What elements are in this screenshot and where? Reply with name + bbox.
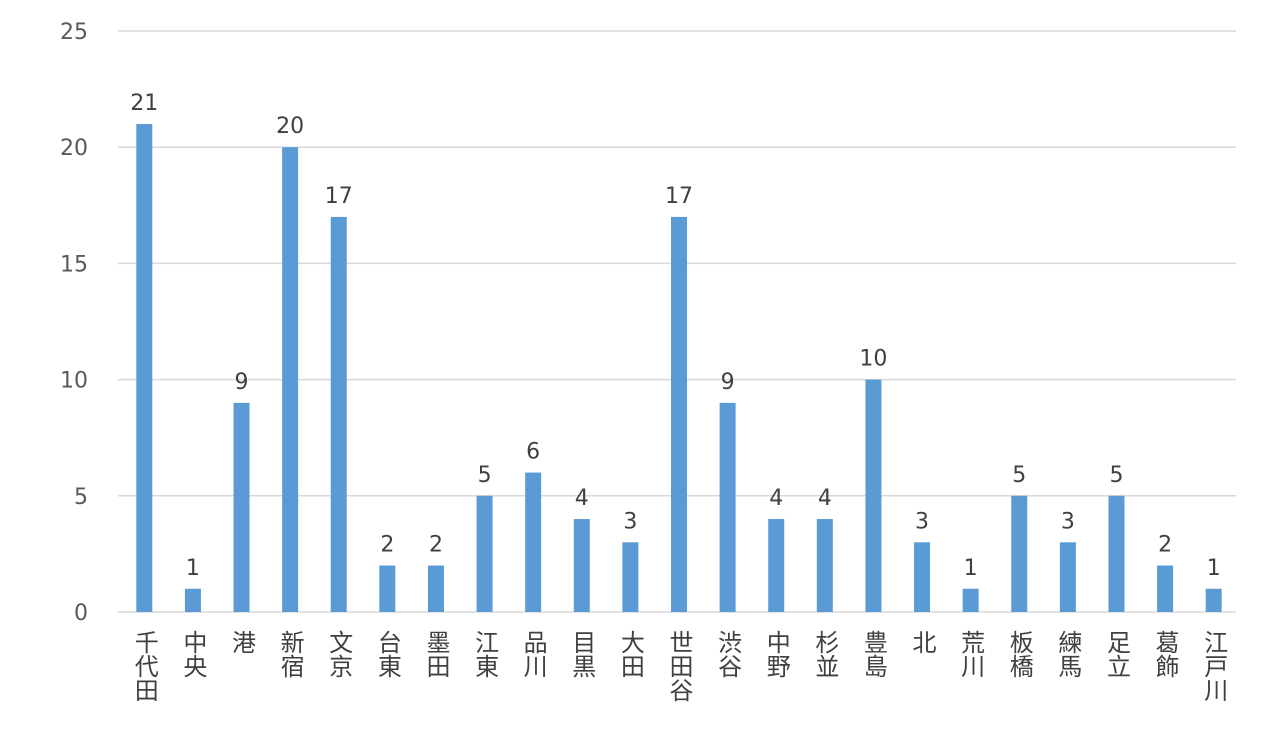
x-tick-label: 渋谷 (713, 630, 742, 678)
x-tick-label: 北 (908, 630, 937, 654)
bar (330, 216, 347, 613)
data-label: 4 (575, 486, 589, 511)
bar (622, 542, 639, 612)
x-tick-label: 大田 (616, 630, 645, 678)
bar (379, 565, 396, 612)
bar (671, 216, 687, 613)
x-tick-label: 世田谷 (665, 630, 693, 702)
bar (282, 147, 299, 612)
x-tick-label: 台東 (373, 630, 402, 678)
x-tick-label: 江戸川 (1199, 630, 1228, 702)
x-tick-label: 葛飾 (1151, 630, 1180, 678)
x-tick-label: 豊島 (859, 630, 888, 678)
data-label: 20 (276, 114, 304, 139)
bar (233, 402, 250, 612)
bar (1205, 588, 1222, 612)
data-label: 3 (1061, 509, 1075, 534)
bar (816, 519, 833, 612)
x-tick-label: 荒川 (956, 630, 985, 678)
x-tick-label: 墨田 (421, 630, 450, 678)
data-label: 9 (721, 370, 735, 395)
bar (1157, 565, 1174, 612)
bar (184, 588, 201, 612)
y-tick-label: 20 (60, 136, 88, 161)
data-label: 4 (818, 486, 832, 511)
x-tick-label: 千代田 (130, 630, 159, 702)
bar (427, 565, 444, 612)
bar (573, 519, 590, 612)
y-tick-label: 0 (74, 601, 88, 626)
data-label: 4 (769, 486, 783, 511)
x-tick-label: 杉並 (810, 630, 839, 678)
bar (914, 542, 931, 612)
bar (865, 379, 882, 612)
data-label: 2 (429, 533, 443, 558)
x-tick-label: 中野 (762, 630, 791, 678)
bar (768, 519, 785, 612)
data-label: 5 (478, 463, 492, 488)
data-label: 1 (1207, 556, 1221, 581)
x-tick-label: 港 (227, 630, 256, 654)
data-label: 6 (526, 440, 540, 465)
data-label: 5 (1012, 463, 1026, 488)
data-label: 2 (380, 533, 394, 558)
bar (1059, 542, 1076, 612)
bar (1108, 495, 1125, 612)
x-tick-label: 目黒 (567, 630, 596, 678)
bar (136, 123, 153, 613)
data-label: 2 (1158, 533, 1172, 558)
y-tick-label: 15 (60, 252, 88, 277)
data-label: 5 (1109, 463, 1123, 488)
data-label: 17 (325, 184, 353, 209)
bar (962, 588, 979, 612)
data-label: 1 (964, 556, 978, 581)
bar (525, 472, 542, 612)
bar (476, 495, 493, 612)
y-tick-label: 10 (60, 369, 88, 394)
data-label: 1 (186, 556, 200, 581)
x-tick-label: 足立 (1102, 630, 1131, 678)
y-tick-label: 5 (74, 485, 88, 510)
data-label: 10 (859, 347, 887, 372)
x-tick-label: 江東 (470, 630, 499, 678)
x-tick-label: 品川 (519, 630, 548, 678)
data-label: 9 (235, 370, 249, 395)
data-label: 21 (130, 91, 158, 116)
x-tick-label: 新宿 (276, 630, 305, 678)
x-tick-label: 板橋 (1005, 630, 1034, 678)
bar (719, 402, 736, 612)
y-tick-label: 25 (60, 20, 88, 45)
data-label: 3 (915, 509, 929, 534)
data-label: 3 (623, 509, 637, 534)
bar (1011, 495, 1028, 612)
x-tick-label: 練馬 (1053, 630, 1082, 678)
data-label: 17 (665, 184, 693, 209)
x-tick-label: 中央 (178, 630, 207, 678)
x-tick-label: 文京 (324, 630, 353, 678)
